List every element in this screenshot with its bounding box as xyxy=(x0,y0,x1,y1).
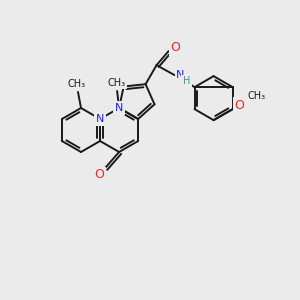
Text: N: N xyxy=(115,103,123,113)
Text: H: H xyxy=(183,76,190,86)
Text: CH₃: CH₃ xyxy=(107,78,125,88)
Text: O: O xyxy=(94,169,104,182)
Text: O: O xyxy=(235,99,244,112)
Text: N: N xyxy=(96,114,104,124)
Text: N: N xyxy=(176,70,185,80)
Text: O: O xyxy=(171,40,181,54)
Text: CH₃: CH₃ xyxy=(68,79,86,89)
Text: N: N xyxy=(96,114,104,124)
Text: CH₃: CH₃ xyxy=(248,91,266,101)
Text: N: N xyxy=(115,103,123,113)
